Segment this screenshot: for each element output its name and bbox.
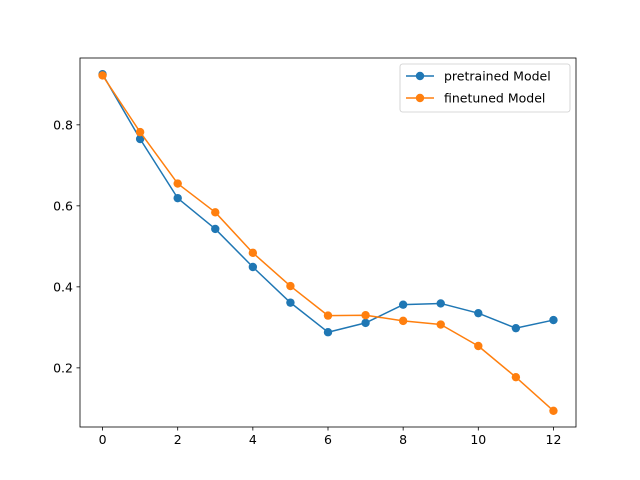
data-point bbox=[361, 318, 370, 328]
data-point bbox=[248, 248, 258, 258]
axes-layer: 0 2 4 6 8 10 12 0.2 0.4 0.6 0.8 bbox=[53, 57, 577, 447]
x-tick-label: 12 bbox=[546, 432, 562, 447]
data-point bbox=[135, 127, 145, 137]
data-point bbox=[173, 179, 182, 188]
plot-area bbox=[80, 58, 576, 427]
y-tick-label: 0.2 bbox=[53, 360, 73, 375]
data-point bbox=[135, 134, 145, 144]
legend-label-1: finetuned Model bbox=[444, 91, 545, 106]
data-point bbox=[173, 193, 182, 203]
data-point bbox=[98, 71, 107, 80]
data-point bbox=[286, 298, 295, 307]
data-point bbox=[436, 299, 445, 308]
y-tick-label: 0.8 bbox=[53, 117, 73, 132]
legend: pretrained Model finetuned Model bbox=[399, 63, 571, 113]
data-point bbox=[211, 224, 220, 234]
data-point bbox=[286, 281, 295, 291]
data-point bbox=[398, 300, 408, 309]
data-point bbox=[549, 315, 558, 325]
data-point bbox=[323, 311, 333, 320]
data-point bbox=[361, 311, 370, 320]
y-tick-label: 0.4 bbox=[53, 279, 73, 294]
x-tick-label: 4 bbox=[249, 432, 257, 447]
data-point bbox=[511, 372, 521, 382]
data-point bbox=[474, 308, 483, 318]
data-point bbox=[323, 328, 333, 337]
data-point bbox=[511, 323, 521, 333]
legend-marker-1 bbox=[415, 93, 425, 103]
data-point bbox=[398, 316, 408, 326]
series-layer bbox=[98, 70, 558, 415]
y-tick-label: 0.6 bbox=[53, 198, 73, 213]
data-point bbox=[211, 208, 220, 217]
data-point bbox=[436, 320, 445, 329]
x-tick-label: 2 bbox=[174, 432, 182, 447]
legend-box bbox=[399, 63, 571, 113]
data-point bbox=[248, 262, 258, 272]
legend-label-0: pretrained Model bbox=[444, 69, 551, 84]
x-tick-label: 8 bbox=[399, 432, 407, 447]
x-tick-label: 10 bbox=[470, 432, 486, 447]
data-point bbox=[474, 341, 483, 351]
x-tick-label: 6 bbox=[324, 432, 332, 447]
data-point bbox=[549, 406, 558, 415]
legend-marker-0 bbox=[415, 71, 425, 81]
x-tick-label: 0 bbox=[99, 432, 107, 447]
